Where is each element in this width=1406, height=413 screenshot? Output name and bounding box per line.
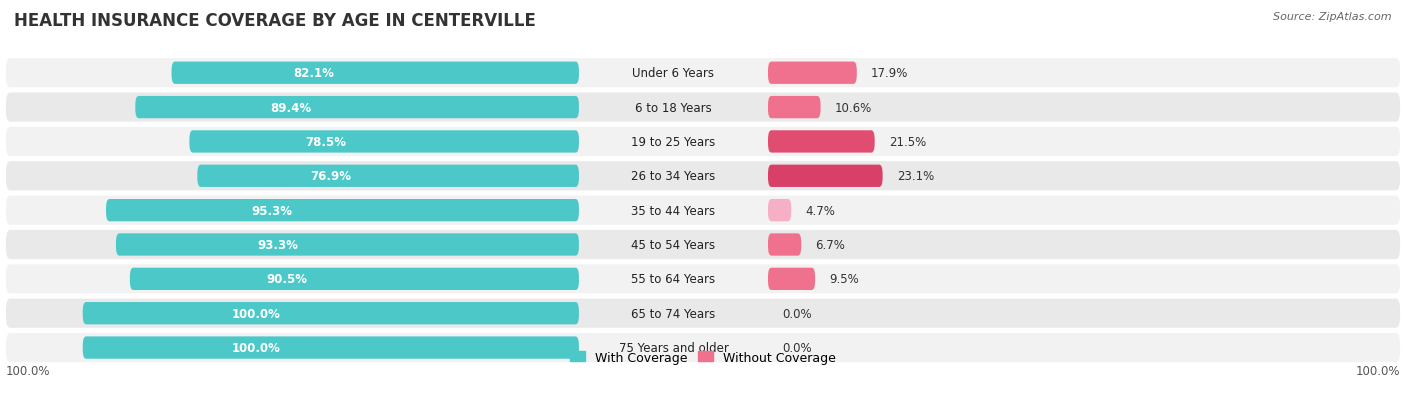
FancyBboxPatch shape [83,337,579,359]
Text: 95.3%: 95.3% [252,204,292,217]
FancyBboxPatch shape [6,162,1400,191]
Text: 21.5%: 21.5% [889,135,927,149]
Text: 0.0%: 0.0% [782,341,811,354]
Text: Source: ZipAtlas.com: Source: ZipAtlas.com [1274,12,1392,22]
FancyBboxPatch shape [6,59,1400,88]
FancyBboxPatch shape [6,230,1400,259]
Text: 4.7%: 4.7% [806,204,835,217]
FancyBboxPatch shape [768,199,792,222]
Text: 6.7%: 6.7% [815,238,845,252]
Text: 89.4%: 89.4% [270,101,311,114]
Text: Under 6 Years: Under 6 Years [633,67,714,80]
FancyBboxPatch shape [115,234,579,256]
Text: 78.5%: 78.5% [305,135,346,149]
Text: 76.9%: 76.9% [311,170,352,183]
Text: 100.0%: 100.0% [6,365,51,377]
FancyBboxPatch shape [83,302,579,325]
Text: 45 to 54 Years: 45 to 54 Years [631,238,716,252]
Text: 55 to 64 Years: 55 to 64 Years [631,273,716,286]
Text: 90.5%: 90.5% [267,273,308,286]
Text: 93.3%: 93.3% [257,238,298,252]
Text: 26 to 34 Years: 26 to 34 Years [631,170,716,183]
FancyBboxPatch shape [190,131,579,153]
FancyBboxPatch shape [768,131,875,153]
FancyBboxPatch shape [768,234,801,256]
Text: 100.0%: 100.0% [232,341,281,354]
FancyBboxPatch shape [6,196,1400,225]
Text: 23.1%: 23.1% [897,170,934,183]
FancyBboxPatch shape [135,97,579,119]
Text: 0.0%: 0.0% [782,307,811,320]
Text: 100.0%: 100.0% [232,307,281,320]
Text: 100.0%: 100.0% [1355,365,1400,377]
FancyBboxPatch shape [6,299,1400,328]
FancyBboxPatch shape [129,268,579,290]
FancyBboxPatch shape [105,199,579,222]
Text: 35 to 44 Years: 35 to 44 Years [631,204,716,217]
Text: 82.1%: 82.1% [294,67,335,80]
Text: 10.6%: 10.6% [835,101,872,114]
FancyBboxPatch shape [768,165,883,188]
FancyBboxPatch shape [768,62,856,85]
FancyBboxPatch shape [768,97,821,119]
Text: 65 to 74 Years: 65 to 74 Years [631,307,716,320]
Legend: With Coverage, Without Coverage: With Coverage, Without Coverage [565,346,841,369]
FancyBboxPatch shape [768,268,815,290]
FancyBboxPatch shape [6,128,1400,157]
FancyBboxPatch shape [6,333,1400,362]
Text: HEALTH INSURANCE COVERAGE BY AGE IN CENTERVILLE: HEALTH INSURANCE COVERAGE BY AGE IN CENT… [14,12,536,30]
Text: 19 to 25 Years: 19 to 25 Years [631,135,716,149]
Text: 75 Years and older: 75 Years and older [619,341,728,354]
FancyBboxPatch shape [6,93,1400,122]
Text: 9.5%: 9.5% [830,273,859,286]
FancyBboxPatch shape [6,265,1400,294]
FancyBboxPatch shape [172,62,579,85]
FancyBboxPatch shape [197,165,579,188]
Text: 6 to 18 Years: 6 to 18 Years [636,101,711,114]
Text: 17.9%: 17.9% [870,67,908,80]
